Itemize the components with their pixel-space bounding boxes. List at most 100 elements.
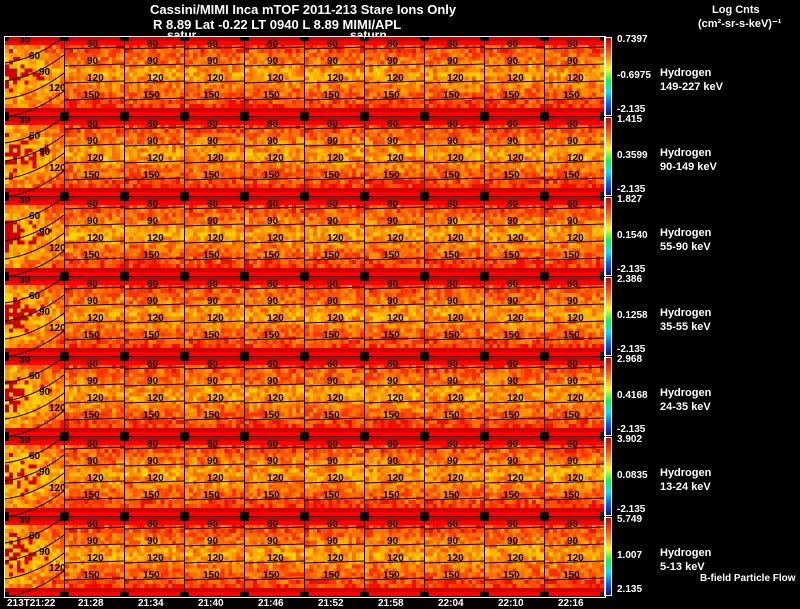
heatmap-panel: 60 90 120 150 [425,517,484,596]
contour-line [305,480,364,484]
contour-label: 150 [563,490,580,501]
contour-label: 90 [147,536,159,547]
contour-line [545,497,604,501]
contour-line [425,320,484,324]
species-label: Hydrogen [660,547,712,559]
contour-label: 150 [383,90,400,101]
panel-pixels [485,437,544,516]
contour-label: 90 [507,216,519,227]
contour-label: 60 [327,39,339,50]
contour-line [7,570,64,596]
contour-line [125,160,184,164]
contour-line [545,446,604,450]
contour-label: 90 [87,136,99,147]
contour-line [5,392,64,420]
contour-line [305,320,364,324]
contour-line [185,206,244,210]
heatmap-panel: 60 90 120 150 [485,517,544,596]
contour-label: 150 [203,330,220,341]
heatmap-panel: 60 90 120 150 [545,197,604,276]
heatmap-panel: 60 90 120 150 [185,437,244,516]
contour-lines [365,46,424,101]
contour-label: 60 [567,199,579,210]
panel-pixels [425,277,484,356]
contour-label: 120 [147,73,164,84]
contour-line [125,80,184,84]
contour-label: 120 [447,553,464,564]
contour-line [185,286,244,290]
contour-label: 60 [327,119,339,130]
contour-label: 60 [447,519,459,530]
energy-label: 24-35 keV [660,401,711,413]
heatmap-panel: 60 90 120 150 [185,277,244,356]
contour-label: 30 [19,517,31,526]
panel-pixels [5,117,64,196]
colorbar [604,197,612,276]
contour-line [245,320,304,324]
contour-label: 150 [263,330,280,341]
contour-label: 150 [383,490,400,501]
contour-label: 60 [87,439,99,450]
panel-pixels [5,357,64,436]
contour-line [245,143,304,147]
contour-label: 90 [87,456,99,467]
heatmap-panel: 60 90 120 150 [305,37,364,116]
contour-line [425,383,484,387]
panel-pixels [125,437,184,516]
contour-label: 120 [147,473,164,484]
colorbar-max-label: 2.968 [617,354,643,365]
contour-label: 120 [507,153,524,164]
contour-label: 60 [507,39,519,50]
contour-line [65,97,124,101]
contour-line [125,143,184,147]
colorbar-mid-label: 0.1540 [617,230,648,241]
contour-label: 120 [87,233,104,244]
panel-pixels [245,197,304,276]
contour-line [125,400,184,404]
contour-line [365,337,424,341]
contour-line [485,177,544,181]
contour-label: 150 [83,490,100,501]
contour-label: 120 [207,153,224,164]
colorbar-min-label: -2.135 [617,264,646,275]
colorbar-max-label: 1.415 [617,114,643,125]
contour-line [305,160,364,164]
contour-label: 60 [267,39,279,50]
heatmap-panel: 60 90 120 150 [305,437,364,516]
contour-line [425,240,484,244]
contour-label: 120 [567,393,584,404]
time-tick-label: 21:34 [138,598,164,609]
contour-line [125,560,184,564]
contour-label: 90 [567,536,579,547]
contour-label: 120 [147,393,164,404]
panel-pixels [245,117,304,196]
contour-label: 120 [267,313,284,324]
colorbar-max-label: 0.7397 [617,34,648,45]
contour-line [305,80,364,84]
contour-label: 90 [447,296,459,307]
panel-pixels [125,197,184,276]
heatmap-panel: 30 60 90 120 [5,517,64,596]
contour-lines [5,197,64,276]
panel-pixels [365,277,424,356]
contour-lines [425,46,484,101]
species-label: Hydrogen [660,467,712,479]
colorbar-min-label: -2.135 [617,344,646,355]
contour-line [65,223,124,227]
species-label: Hydrogen [660,307,712,319]
contour-label: 90 [387,536,399,547]
contour-label: 90 [447,216,459,227]
contour-lines [125,126,184,181]
contour-line [365,223,424,227]
contour-label: 90 [147,296,159,307]
contour-label: 150 [503,330,520,341]
panel-pixels [185,277,244,356]
contour-lines [65,46,124,101]
contour-label: 60 [207,279,219,290]
contour-label: 150 [143,250,160,261]
contour-label: 30 [19,37,31,46]
contour-line [365,206,424,210]
colorbar-max-label: 3.902 [617,434,643,445]
colorbar-max-label: 5.749 [617,514,643,525]
contour-lines [365,526,424,581]
